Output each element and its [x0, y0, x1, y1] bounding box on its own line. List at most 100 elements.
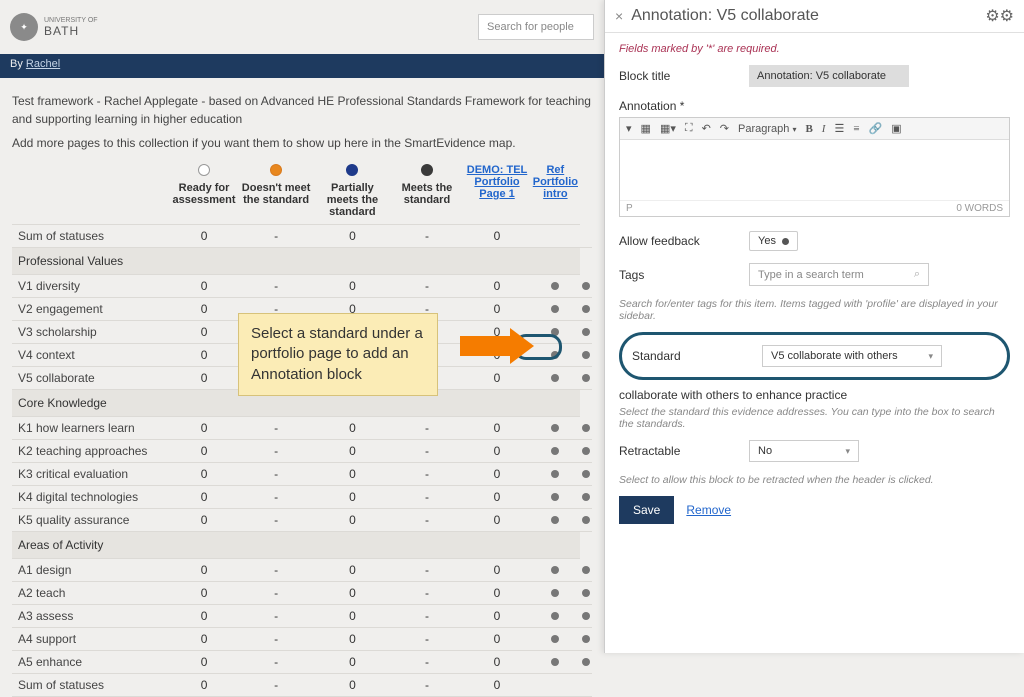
settings-icon[interactable]: ⚙⚙ — [985, 6, 1014, 26]
assessment-dot-icon[interactable] — [582, 516, 590, 524]
toolbar-bold-icon[interactable]: B — [805, 123, 812, 135]
page-cell[interactable] — [531, 463, 580, 486]
assessment-dot-icon[interactable] — [551, 589, 559, 597]
page-cell[interactable] — [580, 651, 592, 674]
assessment-dot-icon[interactable] — [582, 566, 590, 574]
assessment-dot-icon[interactable] — [551, 305, 559, 313]
page-cell[interactable] — [580, 275, 592, 298]
assessment-dot-icon[interactable] — [582, 635, 590, 643]
assessment-dot-icon[interactable] — [551, 447, 559, 455]
status-count: 0 — [170, 298, 238, 321]
status-count: - — [238, 582, 314, 605]
page-cell[interactable] — [531, 417, 580, 440]
toolbar-bullet-list-icon[interactable]: ☰ — [834, 122, 844, 135]
section-header: Professional Values — [12, 248, 580, 275]
retractable-select[interactable]: No▾ — [749, 440, 859, 462]
page-cell[interactable] — [580, 367, 592, 390]
assessment-dot-icon[interactable] — [551, 635, 559, 643]
assessment-dot-icon[interactable] — [551, 424, 559, 432]
page-cell[interactable] — [531, 651, 580, 674]
assessment-dot-icon[interactable] — [582, 374, 590, 382]
allow-feedback-toggle[interactable]: Yes — [749, 231, 798, 251]
page-cell[interactable] — [580, 225, 592, 248]
page-cell[interactable] — [580, 440, 592, 463]
table-row: K1 how learners learn0-0-0 — [12, 417, 592, 440]
page-cell[interactable] — [580, 628, 592, 651]
assessment-dot-icon[interactable] — [582, 589, 590, 597]
search-input[interactable]: Search for people — [478, 14, 594, 40]
tags-input[interactable]: Type in a search term ⌕ — [749, 263, 929, 286]
page-cell[interactable] — [580, 674, 592, 697]
assessment-dot-icon[interactable] — [582, 424, 590, 432]
assessment-dot-icon[interactable] — [551, 282, 559, 290]
assessment-dot-icon[interactable] — [551, 374, 559, 382]
section-header: Areas of Activity — [12, 532, 580, 559]
assessment-dot-icon[interactable] — [582, 493, 590, 501]
save-button[interactable]: Save — [619, 496, 674, 524]
editor-textarea[interactable] — [620, 140, 1009, 200]
page-cell[interactable] — [580, 417, 592, 440]
status-count: - — [391, 486, 464, 509]
assessment-dot-icon[interactable] — [582, 305, 590, 313]
page-cell[interactable] — [580, 559, 592, 582]
assessment-dot-icon[interactable] — [582, 328, 590, 336]
assessment-dot-icon[interactable] — [551, 516, 559, 524]
assessment-dot-icon[interactable] — [582, 612, 590, 620]
status-count: - — [391, 463, 464, 486]
assessment-dot-icon[interactable] — [551, 658, 559, 666]
page-cell[interactable] — [531, 367, 580, 390]
page-cell[interactable] — [531, 605, 580, 628]
assessment-dot-icon[interactable] — [551, 470, 559, 478]
byline-author-link[interactable]: Rachel — [26, 58, 60, 70]
legend-meets: Meets the standard — [391, 160, 464, 225]
page-cell[interactable] — [580, 298, 592, 321]
page-cell[interactable] — [531, 509, 580, 532]
block-title-input[interactable] — [749, 65, 909, 87]
remove-link[interactable]: Remove — [686, 503, 731, 517]
page-cell[interactable] — [531, 628, 580, 651]
page-cell[interactable] — [531, 298, 580, 321]
editor-path: P — [626, 203, 633, 214]
toolbar-redo-icon[interactable]: ↷ — [720, 122, 729, 135]
close-icon[interactable]: × — [615, 8, 623, 24]
toolbar-undo-icon[interactable]: ↶ — [702, 122, 711, 135]
toolbar-italic-icon[interactable]: I — [822, 123, 826, 135]
assessment-dot-icon[interactable] — [582, 282, 590, 290]
toolbar-paragraph-select[interactable]: Paragraph ▾ — [738, 123, 796, 135]
toolbar-number-list-icon[interactable]: ≡ — [853, 123, 859, 135]
page-cell[interactable] — [580, 486, 592, 509]
row-label: V5 collaborate — [12, 367, 170, 390]
assessment-dot-icon[interactable] — [551, 566, 559, 574]
assessment-dot-icon[interactable] — [582, 351, 590, 359]
page-cell[interactable] — [531, 275, 580, 298]
portfolio-page-1-link[interactable]: DEMO: TEL Portfolio Page 1 — [467, 164, 528, 200]
toolbar-table-icon[interactable]: ▦ — [641, 122, 651, 135]
toolbar-dropdown-icon[interactable]: ▾ — [626, 122, 632, 135]
portfolio-page-2-link[interactable]: Ref Portfolio intro — [533, 164, 578, 200]
assessment-dot-icon[interactable] — [582, 470, 590, 478]
assessment-dot-icon[interactable] — [551, 493, 559, 501]
toolbar-fullscreen-icon[interactable]: ⛶ — [685, 122, 693, 135]
page-cell[interactable] — [580, 605, 592, 628]
page-cell[interactable] — [531, 225, 580, 248]
page-cell[interactable] — [580, 463, 592, 486]
toolbar-image-icon[interactable]: ▣ — [891, 122, 901, 135]
toolbar-grid-icon[interactable]: ▦▾ — [660, 122, 676, 135]
page-cell[interactable] — [580, 509, 592, 532]
table-row: A4 support0-0-0 — [12, 628, 592, 651]
allow-feedback-label: Allow feedback — [619, 234, 749, 248]
page-cell[interactable] — [580, 321, 592, 344]
assessment-dot-icon[interactable] — [551, 612, 559, 620]
table-row: Sum of statuses0-0-0 — [12, 674, 592, 697]
page-cell[interactable] — [580, 582, 592, 605]
standard-select[interactable]: V5 collaborate with others▾ — [762, 345, 942, 367]
page-cell[interactable] — [531, 674, 580, 697]
page-cell[interactable] — [580, 344, 592, 367]
page-cell[interactable] — [531, 559, 580, 582]
page-cell[interactable] — [531, 582, 580, 605]
page-cell[interactable] — [531, 486, 580, 509]
page-cell[interactable] — [531, 440, 580, 463]
assessment-dot-icon[interactable] — [582, 447, 590, 455]
assessment-dot-icon[interactable] — [582, 658, 590, 666]
toolbar-link-icon[interactable]: 🔗 — [869, 122, 883, 135]
